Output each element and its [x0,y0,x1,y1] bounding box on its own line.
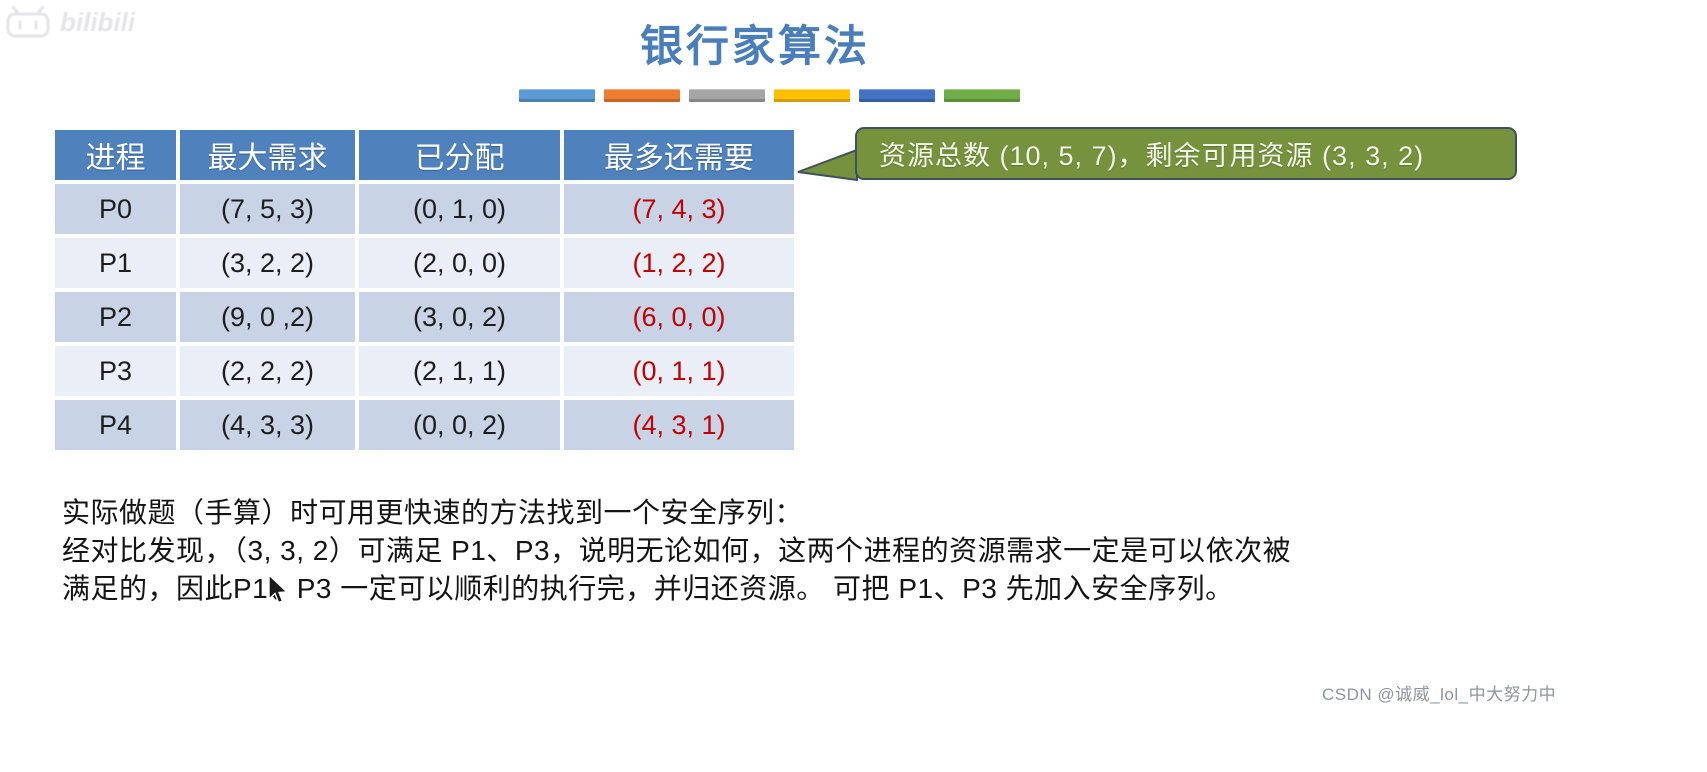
table-cell-max: (7, 5, 3) [180,184,355,234]
accent-bar [859,89,935,102]
table-cell-need: (6, 0, 0) [564,292,794,342]
table-cell-allocated: (0, 1, 0) [359,184,560,234]
accent-bar [944,89,1020,102]
bankers-table: 进程 最大需求 已分配 最多还需要 P0 (7, 5, 3) (0, 1, 0)… [55,130,794,450]
table-cell-max: (2, 2, 2) [180,346,355,396]
table-cell-process: P3 [55,346,176,396]
note-line-1: 实际做题（手算）时可用更快速的方法找到一个安全序列： [62,497,804,528]
table-cell-allocated: (2, 1, 1) [359,346,560,396]
table-cell-process: P4 [55,400,176,450]
note-line-2: 经对比发现，（3, 3, 2）可满足 P1、P3，说明无论如何，这两个进程的资源… [62,535,1292,566]
accent-bar [689,89,765,102]
table-cell-need: (0, 1, 1) [564,346,794,396]
table-cell-allocated: (0, 0, 2) [359,400,560,450]
table-cell-need: (4, 3, 1) [564,400,794,450]
accent-bar [774,89,850,102]
col-header-need: 最多还需要 [564,130,794,180]
accent-bar [604,89,680,102]
note-line-3: 满足的，因此P1、P3 一定可以顺利的执行完，并归还资源。 可把 P1、P3 先… [62,573,1234,604]
accent-bars [519,89,1020,102]
resources-callout-text: 资源总数 (10, 5, 7)，剩余可用资源 (3, 3, 2) [879,141,1425,171]
table-cell-max: (3, 2, 2) [180,238,355,288]
watermark-top-left-text: bilibili [60,6,136,37]
table-cell-allocated: (2, 0, 0) [359,238,560,288]
watermark-bottom-right: CSDN @诚威_lol_中大努力中 [1322,685,1557,704]
table-cell-need: (1, 2, 2) [564,238,794,288]
bilibili-logo-icon [6,6,50,38]
col-header-process: 进程 [55,130,176,180]
table-cell-process: P0 [55,184,176,234]
mouse-cursor-icon [268,574,289,604]
callout-tail [797,148,858,182]
slide-title: 银行家算法 [640,23,870,71]
table-cell-need: (7, 4, 3) [564,184,794,234]
accent-bar [519,89,595,102]
watermark-top-left: bilibili [6,6,135,38]
col-header-allocated: 已分配 [359,130,560,180]
note-paragraph: 实际做题（手算）时可用更快速的方法找到一个安全序列： 经对比发现，（3, 3, … [62,494,1582,608]
col-header-max: 最大需求 [180,130,355,180]
table-cell-max: (4, 3, 3) [180,400,355,450]
table-cell-process: P2 [55,292,176,342]
table-cell-allocated: (3, 0, 2) [359,292,560,342]
table-cell-process: P1 [55,238,176,288]
table-cell-max: (9, 0 ,2) [180,292,355,342]
resources-callout: 资源总数 (10, 5, 7)，剩余可用资源 (3, 3, 2) [855,127,1517,180]
